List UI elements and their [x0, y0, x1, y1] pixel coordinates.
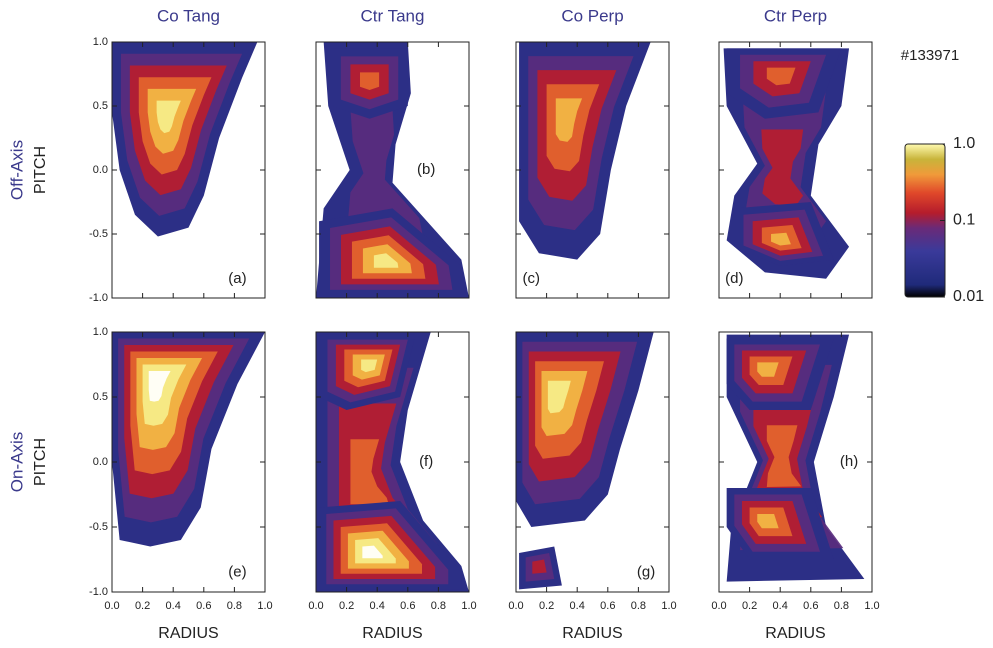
contour-band	[761, 129, 804, 207]
colorbar-tick-label: 1.0	[953, 135, 975, 152]
x-tick-label: 1.0	[661, 600, 676, 612]
x-tick-label: 0.4	[370, 600, 385, 612]
x-tick-label: 0.2	[742, 600, 757, 612]
panel-label: (h)	[840, 453, 858, 470]
y-tick-label: -1.0	[89, 586, 108, 598]
x-axis-label: RADIUS	[362, 625, 422, 642]
x-tick-label: 0.0	[104, 600, 119, 612]
x-tick-label: 0.6	[196, 600, 211, 612]
contour-band	[757, 514, 779, 529]
y-tick-label: 0.5	[93, 391, 108, 403]
panel: 0.0 0.2 0.4 0.6 0.8 1.0 (h) RADIUS	[711, 331, 880, 642]
x-tick-label: 0.4	[166, 600, 181, 612]
x-tick-label: 0.8	[834, 600, 849, 612]
x-tick-label: 1.0	[257, 600, 272, 612]
x-tick-label: 0.6	[600, 600, 615, 612]
x-tick-label: 0.4	[773, 600, 788, 612]
x-tick-label: 1.0	[461, 600, 476, 612]
colorbar-tick-label: 0.01	[953, 288, 984, 305]
contour-band	[555, 98, 583, 142]
y-tick-label: 0.0	[93, 456, 108, 468]
column-title: Co Tang	[157, 6, 220, 25]
panel: (c) Co Perp	[515, 6, 670, 299]
x-axis-label: RADIUS	[562, 625, 622, 642]
contour-band	[547, 380, 571, 414]
contour-band	[532, 559, 547, 574]
x-tick-label: 0.0	[508, 600, 523, 612]
contour-band	[156, 100, 181, 134]
x-tick-label: 0.8	[431, 600, 446, 612]
panel: -1.0 -0.5 0.0 0.5 1.0 (a) Co Tang Off-Axis PITCH	[7, 6, 266, 304]
row-label: Off-Axis	[7, 140, 26, 200]
panel: 0.0 0.2 0.4 0.6 0.8 1.0 -1.0 -0.5 0.0 0.5 1.0 (e) RA…	[7, 326, 272, 642]
x-tick-label: 0.2	[135, 600, 150, 612]
y-tick-label: 1.0	[93, 326, 108, 338]
x-tick-label: 0.2	[339, 600, 354, 612]
y-axis-label: PITCH	[32, 146, 49, 194]
y-tick-label: -0.5	[89, 228, 108, 240]
panel-label: (f)	[419, 453, 433, 470]
panel-label: (e)	[228, 563, 246, 580]
contour-band	[373, 253, 399, 268]
y-axis-label: PITCH	[32, 438, 49, 486]
column-title: Co Perp	[561, 6, 623, 25]
contour-band	[757, 362, 779, 377]
contour-band	[346, 109, 424, 238]
x-axis-label: RADIUS	[158, 625, 218, 642]
x-tick-label: 0.6	[400, 600, 415, 612]
x-tick-label: 0.6	[803, 600, 818, 612]
x-tick-label: 1.0	[864, 600, 879, 612]
contour-band	[771, 232, 791, 246]
x-tick-label: 0.8	[227, 600, 242, 612]
x-tick-label: 0.2	[539, 600, 554, 612]
column-title: Ctr Perp	[764, 6, 827, 25]
contour-band	[350, 439, 389, 505]
x-tick-label: 0.8	[631, 600, 646, 612]
panel-label: (a)	[228, 270, 246, 287]
x-tick-label: 0.4	[570, 600, 585, 612]
y-tick-label: 1.0	[93, 36, 108, 48]
colorbar-tick-label: 0.1	[953, 212, 975, 229]
shot-number: #133971	[901, 47, 959, 64]
x-tick-label: 0.0	[308, 600, 323, 612]
panel-label: (b)	[417, 161, 435, 178]
y-tick-label: -0.5	[89, 521, 108, 533]
panel: 0.0 0.2 0.4 0.6 0.8 1.0 (f) RADIUS	[308, 331, 477, 642]
contour-band	[148, 371, 171, 402]
row-label: On-Axis	[7, 432, 26, 492]
y-tick-label: -1.0	[89, 292, 108, 304]
contour-band	[362, 545, 383, 559]
panel: (d) Ctr Perp	[718, 6, 873, 299]
panel: 0.0 0.2 0.4 0.6 0.8 1.0 (g) RADIUS	[508, 331, 677, 642]
contour-band	[766, 425, 802, 488]
y-tick-label: 0.0	[93, 164, 108, 176]
contour-band	[766, 67, 796, 86]
column-title: Ctr Tang	[361, 6, 425, 25]
colorbar	[904, 143, 946, 298]
x-axis-label: RADIUS	[765, 625, 825, 642]
panel-label: (d)	[725, 270, 743, 287]
panel-label: (c)	[523, 270, 541, 287]
panel: (b) Ctr Tang	[315, 6, 470, 299]
contour-band	[361, 359, 378, 373]
y-tick-label: 0.5	[93, 100, 108, 112]
contour-band	[359, 72, 380, 90]
x-tick-label: 0.0	[711, 600, 726, 612]
panel-label: (g)	[637, 563, 655, 580]
